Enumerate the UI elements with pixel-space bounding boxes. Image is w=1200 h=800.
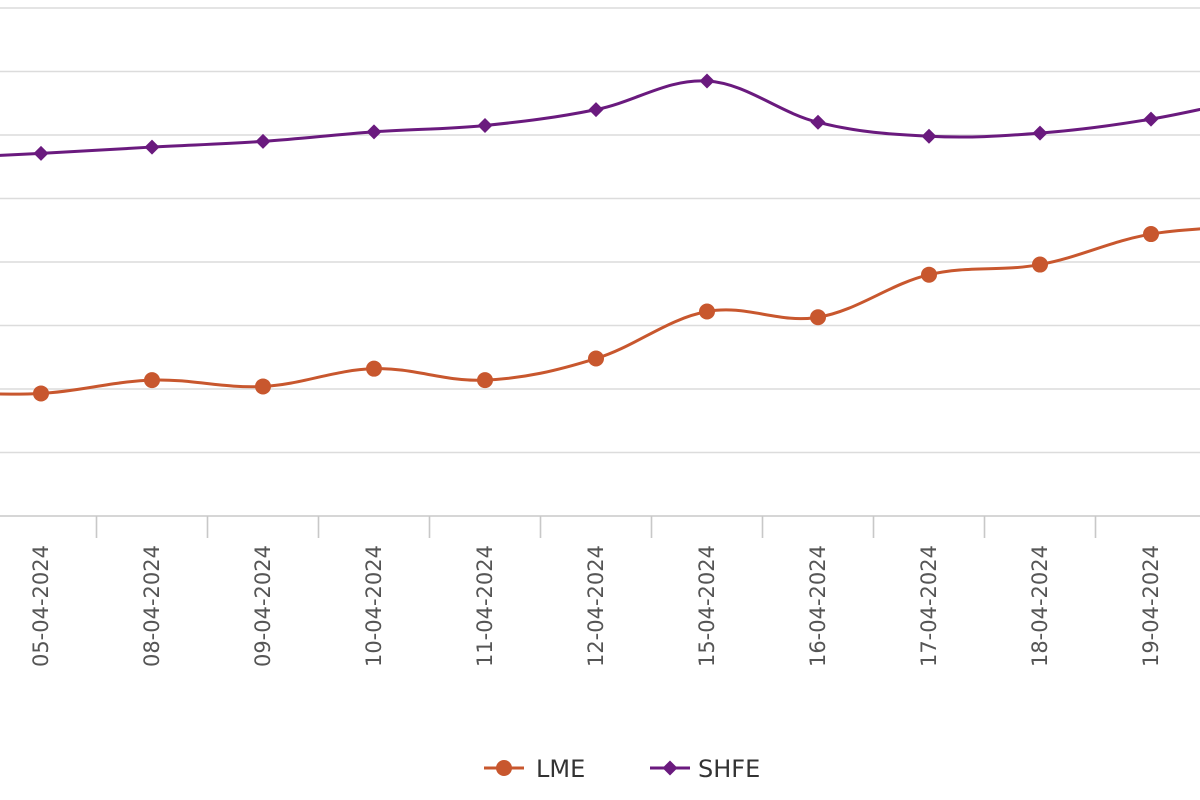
legend-shfe-label: SHFE	[698, 755, 760, 783]
shfe-data-point	[588, 102, 604, 118]
series-lme	[0, 226, 1200, 402]
shfe-data-point	[699, 73, 715, 89]
lme-data-point	[144, 372, 160, 389]
lme-data-point	[255, 378, 271, 395]
lme-data-point	[33, 385, 49, 402]
x-tick-label: 16-04-2024	[806, 545, 830, 667]
x-tick-label: 08-04-2024	[140, 545, 164, 667]
x-tick-label: 19-04-2024	[1139, 545, 1163, 667]
lme-data-point	[588, 350, 604, 367]
legend-lme-label: LME	[536, 755, 585, 783]
legend-item-shfe[interactable]: SHFE	[650, 755, 760, 783]
legend-shfe-marker	[662, 760, 678, 776]
lme-data-point	[1032, 256, 1048, 273]
shfe-data-point	[33, 145, 49, 161]
lme-data-point	[477, 372, 493, 389]
x-axis: 05-04-2024 08-04-2024 09-04-2024 10-04-2024…	[0, 515, 1200, 667]
x-tick-label: 15-04-2024	[695, 545, 719, 667]
x-tick-label: 05-04-2024	[29, 545, 53, 667]
shfe-data-point	[144, 139, 160, 155]
shfe-data-point	[810, 114, 826, 130]
series-lme-line	[0, 227, 1200, 396]
x-tick-label: 17-04-2024	[917, 545, 941, 667]
x-tick-label: 09-04-2024	[251, 545, 275, 667]
legend-lme-marker	[496, 760, 512, 776]
lme-data-point	[699, 303, 715, 320]
lme-data-point	[366, 360, 382, 377]
x-tick-label: 12-04-2024	[584, 545, 608, 667]
x-tick-label: 18-04-2024	[1028, 545, 1052, 667]
shfe-data-point	[366, 124, 382, 140]
shfe-data-point	[477, 117, 493, 133]
series-shfe-line	[0, 79, 1200, 157]
shfe-data-point	[255, 133, 271, 149]
x-tick-label: 11-04-2024	[473, 545, 497, 667]
series-group	[0, 73, 1200, 402]
gridlines	[0, 7, 1200, 454]
lme-data-point	[1143, 226, 1159, 243]
shfe-data-point	[1032, 125, 1048, 141]
legend[interactable]: LME SHFE	[484, 755, 760, 783]
lme-data-point	[921, 266, 937, 283]
shfe-data-point	[921, 128, 937, 144]
lme-data-point	[810, 309, 826, 326]
shfe-data-point	[1143, 111, 1159, 127]
x-tick-label: 10-04-2024	[362, 545, 386, 667]
series-shfe	[0, 73, 1200, 161]
legend-item-lme[interactable]: LME	[484, 755, 585, 783]
